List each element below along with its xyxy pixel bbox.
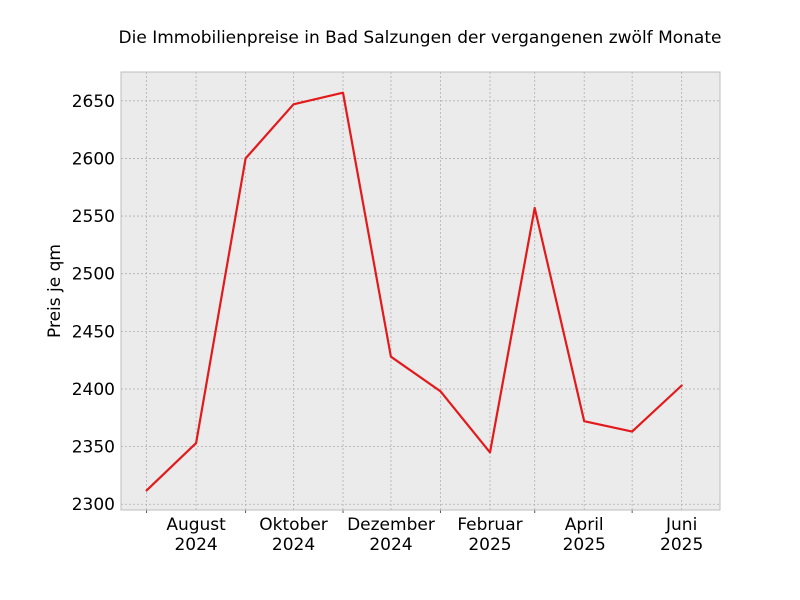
x-tick-label-month: Oktober xyxy=(259,515,328,535)
y-tick-label: 2450 xyxy=(72,322,115,342)
y-tick-label: 2350 xyxy=(72,438,115,458)
x-tick-label-year: 2025 xyxy=(563,535,606,555)
chart-title: Die Immobilienpreise in Bad Salzungen de… xyxy=(119,28,722,48)
x-tick-label-month: Februar xyxy=(457,515,522,535)
y-tick-label: 2600 xyxy=(72,149,115,169)
x-axis: August2024Oktober2024Dezember2024Februar… xyxy=(166,515,703,555)
x-tick-label-year: 2025 xyxy=(468,535,511,555)
y-axis: 2300 2350 2400 2450 2500 2550 2600 2650 xyxy=(72,92,115,515)
x-tick-label-year: 2024 xyxy=(174,535,217,555)
plot-frame xyxy=(120,71,721,511)
x-tick-label-month: August xyxy=(166,515,226,535)
y-tick-label: 2300 xyxy=(72,495,115,515)
x-tick-label-year: 2024 xyxy=(369,535,412,555)
plot-background xyxy=(121,72,720,510)
y-tick-label: 2500 xyxy=(72,265,115,285)
y-tick-label: 2550 xyxy=(72,207,115,227)
x-tick-label-year: 2025 xyxy=(660,535,703,555)
x-tick-label-year: 2024 xyxy=(272,535,315,555)
x-tick-label-month: April xyxy=(565,515,604,535)
y-tick-label: 2400 xyxy=(72,380,115,400)
series-layer xyxy=(145,91,683,492)
y-tick-label: 2650 xyxy=(72,92,115,112)
x-tick-label-month: Juni xyxy=(665,515,697,535)
y-axis-label: Preis je qm xyxy=(45,244,65,338)
x-tick-label-month: Dezember xyxy=(347,515,435,535)
series-line xyxy=(145,91,683,492)
